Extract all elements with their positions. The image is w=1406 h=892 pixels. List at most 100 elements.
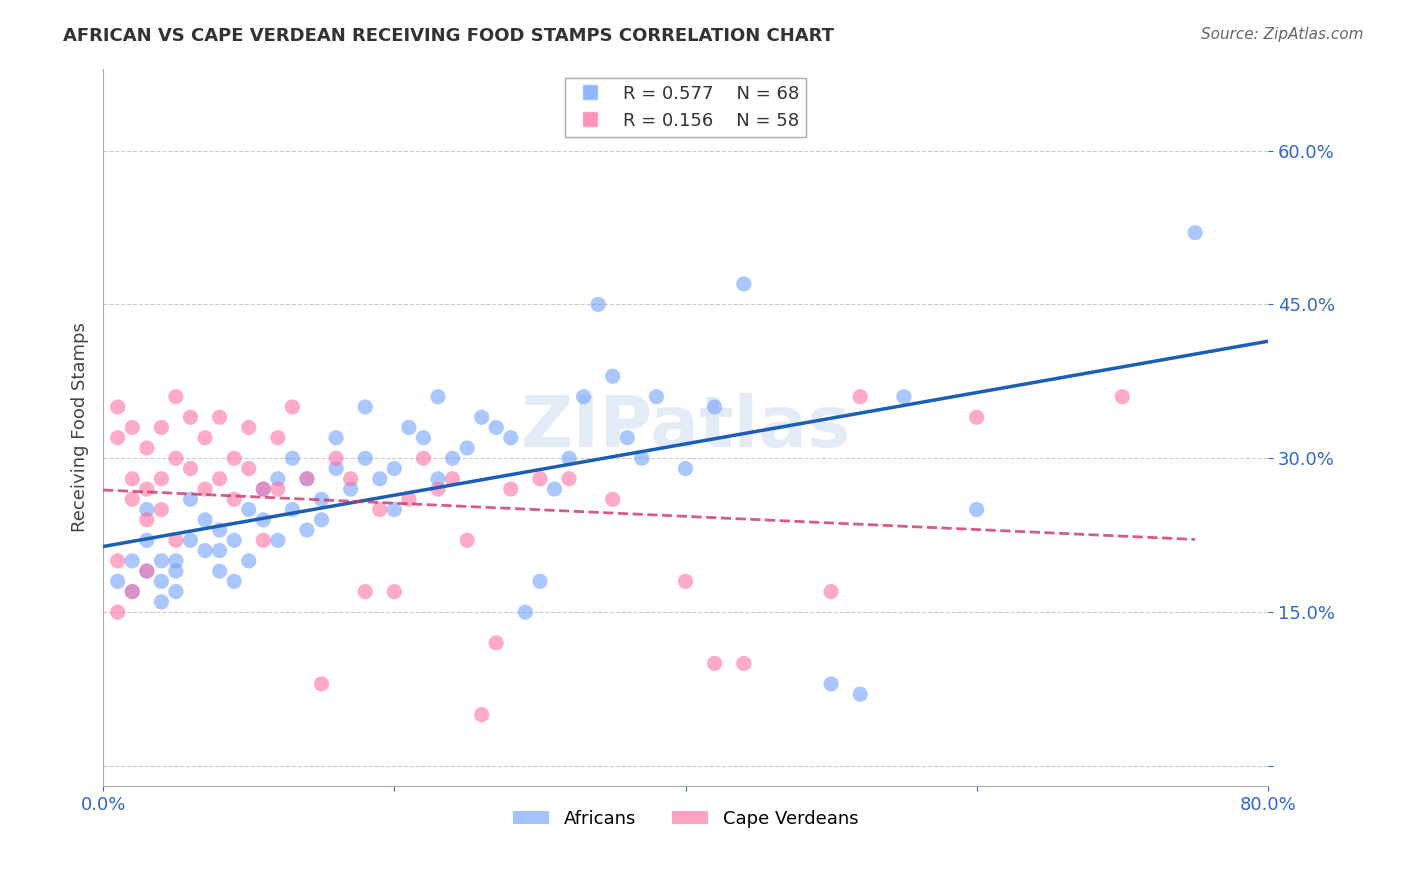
Point	[616, 431, 638, 445]
Point	[645, 390, 668, 404]
Point	[471, 410, 494, 425]
Point	[427, 390, 450, 404]
Point	[179, 533, 201, 548]
Point	[165, 564, 187, 578]
Text: Source: ZipAtlas.com: Source: ZipAtlas.com	[1201, 27, 1364, 42]
Point	[339, 482, 361, 496]
Point	[543, 482, 565, 496]
Point	[485, 420, 508, 434]
Point	[165, 533, 187, 548]
Y-axis label: Receiving Food Stamps: Receiving Food Stamps	[72, 323, 89, 533]
Point	[295, 523, 318, 537]
Text: AFRICAN VS CAPE VERDEAN RECEIVING FOOD STAMPS CORRELATION CHART: AFRICAN VS CAPE VERDEAN RECEIVING FOOD S…	[63, 27, 834, 45]
Point	[135, 502, 157, 516]
Point	[515, 605, 537, 619]
Point	[194, 482, 217, 496]
Point	[311, 513, 333, 527]
Point	[150, 595, 173, 609]
Point	[121, 472, 143, 486]
Point	[208, 543, 231, 558]
Point	[224, 574, 246, 589]
Point	[165, 451, 187, 466]
Text: ZIPatlas: ZIPatlas	[520, 393, 851, 462]
Point	[398, 492, 420, 507]
Point	[208, 523, 231, 537]
Point	[238, 461, 260, 475]
Point	[631, 451, 654, 466]
Point	[252, 533, 274, 548]
Point	[733, 657, 755, 671]
Point	[311, 492, 333, 507]
Point	[893, 390, 915, 404]
Point	[179, 461, 201, 475]
Point	[252, 482, 274, 496]
Point	[121, 584, 143, 599]
Point	[398, 420, 420, 434]
Point	[135, 564, 157, 578]
Point	[150, 420, 173, 434]
Point	[295, 472, 318, 486]
Point	[121, 584, 143, 599]
Point	[354, 584, 377, 599]
Point	[208, 564, 231, 578]
Point	[675, 574, 697, 589]
Point	[135, 441, 157, 455]
Point	[1184, 226, 1206, 240]
Point	[107, 431, 129, 445]
Point	[165, 584, 187, 599]
Point	[165, 390, 187, 404]
Point	[224, 492, 246, 507]
Point	[382, 502, 405, 516]
Point	[499, 431, 522, 445]
Point	[179, 410, 201, 425]
Point	[558, 451, 581, 466]
Point	[427, 472, 450, 486]
Point	[1111, 390, 1133, 404]
Point	[267, 472, 290, 486]
Point	[224, 533, 246, 548]
Point	[529, 472, 551, 486]
Point	[602, 492, 624, 507]
Point	[135, 482, 157, 496]
Point	[252, 482, 274, 496]
Point	[354, 400, 377, 414]
Point	[267, 431, 290, 445]
Point	[382, 461, 405, 475]
Point	[107, 554, 129, 568]
Point	[121, 420, 143, 434]
Point	[602, 369, 624, 384]
Point	[179, 492, 201, 507]
Point	[121, 554, 143, 568]
Point	[150, 502, 173, 516]
Point	[267, 482, 290, 496]
Point	[427, 482, 450, 496]
Point	[150, 554, 173, 568]
Point	[208, 410, 231, 425]
Point	[121, 492, 143, 507]
Point	[325, 431, 347, 445]
Point	[311, 677, 333, 691]
Point	[107, 574, 129, 589]
Point	[281, 400, 304, 414]
Point	[238, 502, 260, 516]
Point	[820, 677, 842, 691]
Point	[194, 543, 217, 558]
Point	[382, 584, 405, 599]
Point	[529, 574, 551, 589]
Point	[281, 451, 304, 466]
Point	[325, 461, 347, 475]
Point	[325, 451, 347, 466]
Point	[368, 502, 391, 516]
Point	[733, 277, 755, 291]
Point	[849, 390, 872, 404]
Point	[499, 482, 522, 496]
Point	[966, 410, 988, 425]
Point	[675, 461, 697, 475]
Point	[820, 584, 842, 599]
Point	[252, 513, 274, 527]
Point	[339, 472, 361, 486]
Point	[456, 533, 478, 548]
Point	[441, 451, 464, 466]
Point	[238, 554, 260, 568]
Point	[966, 502, 988, 516]
